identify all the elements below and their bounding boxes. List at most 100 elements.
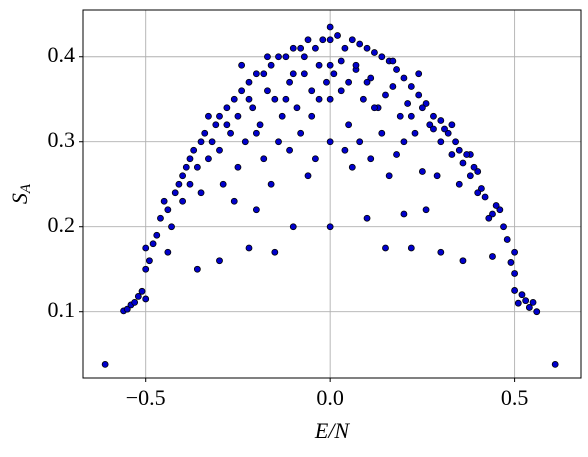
- scatter-point: [326, 223, 334, 231]
- scatter-point: [289, 70, 297, 78]
- scatter-point: [326, 23, 334, 31]
- scatter-point: [179, 172, 187, 180]
- scatter-point: [514, 299, 522, 307]
- scatter-point: [400, 74, 408, 82]
- scatter-point: [389, 57, 397, 65]
- scatter-point: [489, 210, 496, 218]
- scatter-point: [422, 206, 430, 214]
- scatter-point: [123, 305, 131, 313]
- scatter-point: [190, 146, 198, 154]
- scatter-point: [297, 44, 305, 52]
- scatter-point: [326, 61, 334, 69]
- scatter-point: [260, 70, 268, 78]
- scatter-point: [323, 78, 330, 86]
- scatter-point: [260, 155, 268, 163]
- scatter-point: [300, 53, 308, 61]
- scatter-point: [393, 66, 400, 73]
- scatter-point: [492, 202, 500, 209]
- scatter-point: [311, 44, 319, 52]
- scatter-point: [197, 138, 205, 146]
- scatter-point: [389, 83, 397, 90]
- scatter-point: [533, 308, 541, 316]
- scatter-point: [149, 240, 157, 248]
- scatter-point: [275, 53, 282, 61]
- scatter-point: [168, 223, 175, 231]
- plot-frame: [82, 9, 582, 379]
- scatter-point: [330, 70, 338, 78]
- scatter-point: [356, 138, 364, 146]
- scatter-point: [142, 244, 150, 252]
- scatter-point: [444, 129, 452, 137]
- scatter-point: [216, 257, 223, 265]
- scatter-point: [407, 83, 415, 90]
- scatter-point: [234, 163, 242, 171]
- scatter-point: [227, 129, 234, 137]
- scatter-point: [348, 163, 356, 171]
- scatter-point: [363, 78, 371, 86]
- scatter-point: [245, 95, 253, 103]
- y-axis-label-sub: A: [18, 183, 34, 194]
- scatter-point: [326, 36, 334, 44]
- scatter-point: [311, 155, 319, 163]
- scatter-point: [448, 121, 456, 129]
- y-axis-label-main: S: [7, 193, 32, 204]
- scatter-point: [131, 298, 139, 306]
- scatter-point: [418, 168, 426, 175]
- scatter-point: [459, 257, 467, 265]
- scatter-point: [474, 168, 482, 175]
- scatter-point: [256, 121, 264, 129]
- scatter-point: [179, 197, 187, 205]
- scatter-point: [415, 70, 423, 78]
- scatter-point: [455, 146, 463, 154]
- y-tick-label: 0.4: [48, 42, 76, 67]
- scatter-point: [205, 112, 212, 120]
- scatter-point: [219, 180, 227, 188]
- scatter-point: [341, 44, 349, 52]
- scatter-point: [345, 78, 353, 86]
- scatter-point: [326, 95, 334, 103]
- scatter-point: [470, 163, 478, 171]
- x-tick-label: −0.5: [126, 385, 166, 410]
- scatter-point: [282, 53, 290, 61]
- scatter-point: [485, 214, 493, 222]
- scatter-point: [551, 361, 559, 368]
- scatter-point: [245, 78, 253, 86]
- scatter-point: [496, 206, 504, 214]
- scatter-point: [341, 146, 349, 154]
- scatter-point: [308, 87, 316, 95]
- scatter-point: [367, 155, 375, 163]
- scatter-point: [503, 236, 511, 243]
- scatter-point: [175, 180, 183, 188]
- scatter-point: [289, 44, 297, 52]
- scatter-point: [367, 74, 375, 82]
- scatter-point: [234, 112, 242, 120]
- scatter-point: [382, 244, 389, 252]
- scatter-point: [282, 95, 290, 103]
- scatter-point: [193, 265, 201, 273]
- scatter-point: [452, 138, 459, 146]
- scatter-point: [101, 361, 109, 368]
- scatter-point: [157, 214, 164, 222]
- scatter-point: [308, 112, 316, 120]
- scatter-point: [378, 129, 386, 137]
- y-tick-label: 0.3: [48, 127, 76, 152]
- scatter-point: [433, 172, 441, 180]
- scatter-point: [238, 87, 246, 95]
- scatter-point: [267, 61, 275, 69]
- scatter-point: [252, 70, 260, 78]
- scatter-point: [275, 138, 282, 146]
- scatter-point: [315, 95, 323, 103]
- scatter-point: [337, 57, 345, 65]
- scatter-point: [300, 70, 308, 78]
- scatter-point: [371, 104, 378, 112]
- scatter-point: [407, 112, 415, 120]
- scatter-point: [415, 91, 423, 99]
- scatter-point: [459, 159, 467, 167]
- scatter-point: [319, 36, 327, 44]
- scatter-point: [455, 180, 463, 188]
- scatter-point: [404, 100, 412, 107]
- scatter-point: [363, 214, 371, 222]
- scatter-point: [481, 193, 489, 201]
- scatter-point: [160, 197, 168, 205]
